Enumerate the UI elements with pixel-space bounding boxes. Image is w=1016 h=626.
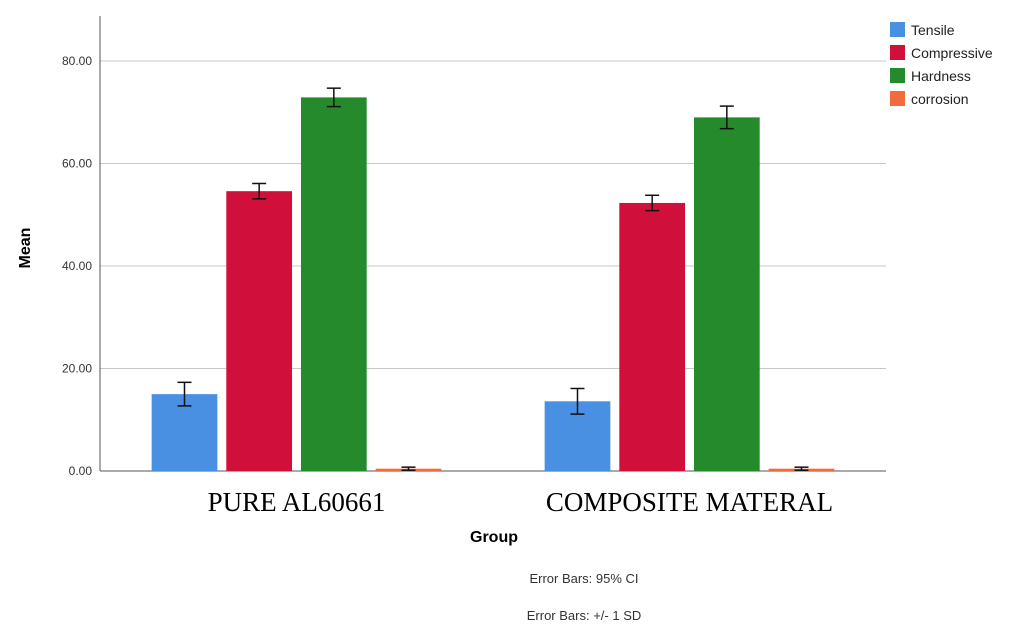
legend-swatch-corrosion bbox=[890, 91, 905, 106]
bar-hardness-2 bbox=[693, 117, 760, 471]
error-bars bbox=[177, 87, 809, 471]
legend-swatch-tensile bbox=[890, 22, 905, 37]
legend-label-hardness: Hardness bbox=[911, 68, 971, 84]
legend-label-corrosion: corrosion bbox=[911, 91, 969, 107]
error-bars-note-sd: Error Bars: +/- 1 SD bbox=[527, 608, 642, 623]
x-category-label: COMPOSITE MATERAL bbox=[546, 487, 833, 517]
bars bbox=[151, 97, 835, 472]
y-tick-label: 20.00 bbox=[62, 362, 92, 376]
error-bars-note-ci: Error Bars: 95% CI bbox=[529, 571, 638, 586]
legend-label-compressive: Compressive bbox=[911, 45, 993, 61]
legend: Tensile Compressive Hardness corrosion bbox=[890, 22, 993, 107]
legend-swatch-hardness bbox=[890, 68, 905, 83]
bar-compressive-1 bbox=[226, 191, 293, 472]
legend-swatch-compressive bbox=[890, 45, 905, 60]
x-category-label: PURE AL60661 bbox=[208, 487, 386, 517]
x-axis-title: Group bbox=[470, 529, 518, 546]
bar-compressive-2 bbox=[619, 202, 686, 471]
bar-tensile-1 bbox=[151, 394, 218, 471]
y-tick-label: 40.00 bbox=[62, 259, 92, 273]
bar-hardness-1 bbox=[300, 97, 367, 471]
gridlines bbox=[100, 60, 886, 369]
y-tick-label: 0.00 bbox=[69, 464, 93, 478]
y-axis-title: Mean bbox=[17, 228, 34, 269]
y-tick-label: 80.00 bbox=[62, 54, 92, 68]
legend-label-tensile: Tensile bbox=[911, 22, 955, 38]
y-tick-label: 60.00 bbox=[62, 157, 92, 171]
x-axis-categories: PURE AL60661 COMPOSITE MATERAL bbox=[208, 487, 834, 517]
